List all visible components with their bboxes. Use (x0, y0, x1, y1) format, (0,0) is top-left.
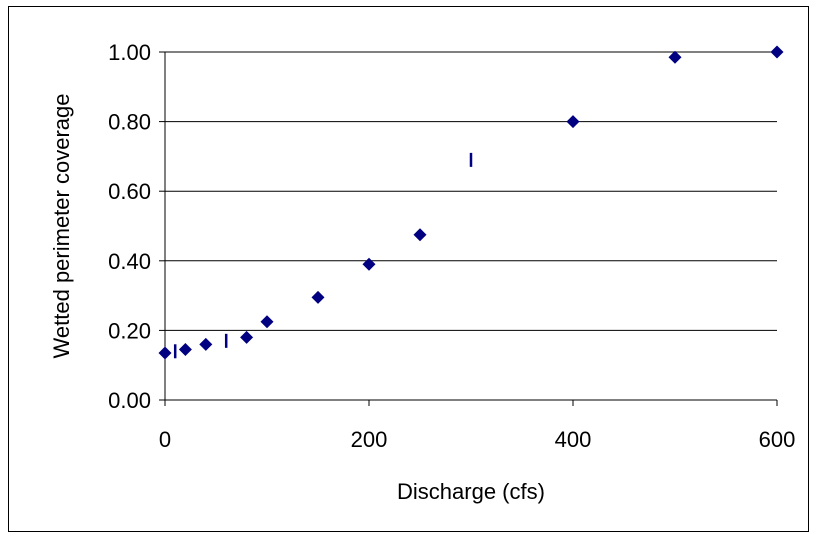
bar-point (224, 333, 228, 348)
data-points (158, 45, 784, 360)
diamond-point (178, 343, 192, 357)
y-tick-label: 1.00 (108, 40, 151, 65)
diamond-point (770, 45, 784, 59)
diamond-point (362, 257, 376, 271)
diamond-point (158, 346, 172, 360)
chart-frame: 0.00 0.20 0.40 0.60 0.80 1.00 0 200 400 600 Disch… (8, 6, 809, 532)
bar-point (173, 344, 177, 359)
scatter-chart: 0.00 0.20 0.40 0.60 0.80 1.00 0 200 400 600 Disch… (49, 40, 795, 504)
bar-point (469, 152, 473, 167)
diamond-point (566, 115, 580, 129)
diamond-point (240, 330, 254, 344)
y-tick-label: 0.60 (108, 179, 151, 204)
x-tick-label: 400 (555, 427, 592, 452)
diamond-point (199, 337, 213, 351)
y-tick-label: 0.80 (108, 110, 151, 135)
diamond-point (668, 50, 682, 64)
axes (159, 51, 778, 406)
y-tick-label: 0.40 (108, 249, 151, 274)
x-axis-title: Discharge (cfs) (397, 479, 545, 504)
y-tick-label: 0.00 (108, 388, 151, 413)
x-tick-label: 200 (351, 427, 388, 452)
x-tick-label: 0 (159, 427, 171, 452)
y-axis-title: Wetted perimeter coverage (49, 94, 74, 359)
y-tick-label: 0.20 (108, 318, 151, 343)
diamond-point (311, 290, 325, 304)
x-tick-label: 600 (759, 427, 796, 452)
diamond-point (413, 228, 427, 242)
gridlines (165, 51, 777, 331)
diamond-point (260, 315, 274, 329)
tick-labels: 0.00 0.20 0.40 0.60 0.80 1.00 0 200 400 600 (108, 40, 795, 452)
